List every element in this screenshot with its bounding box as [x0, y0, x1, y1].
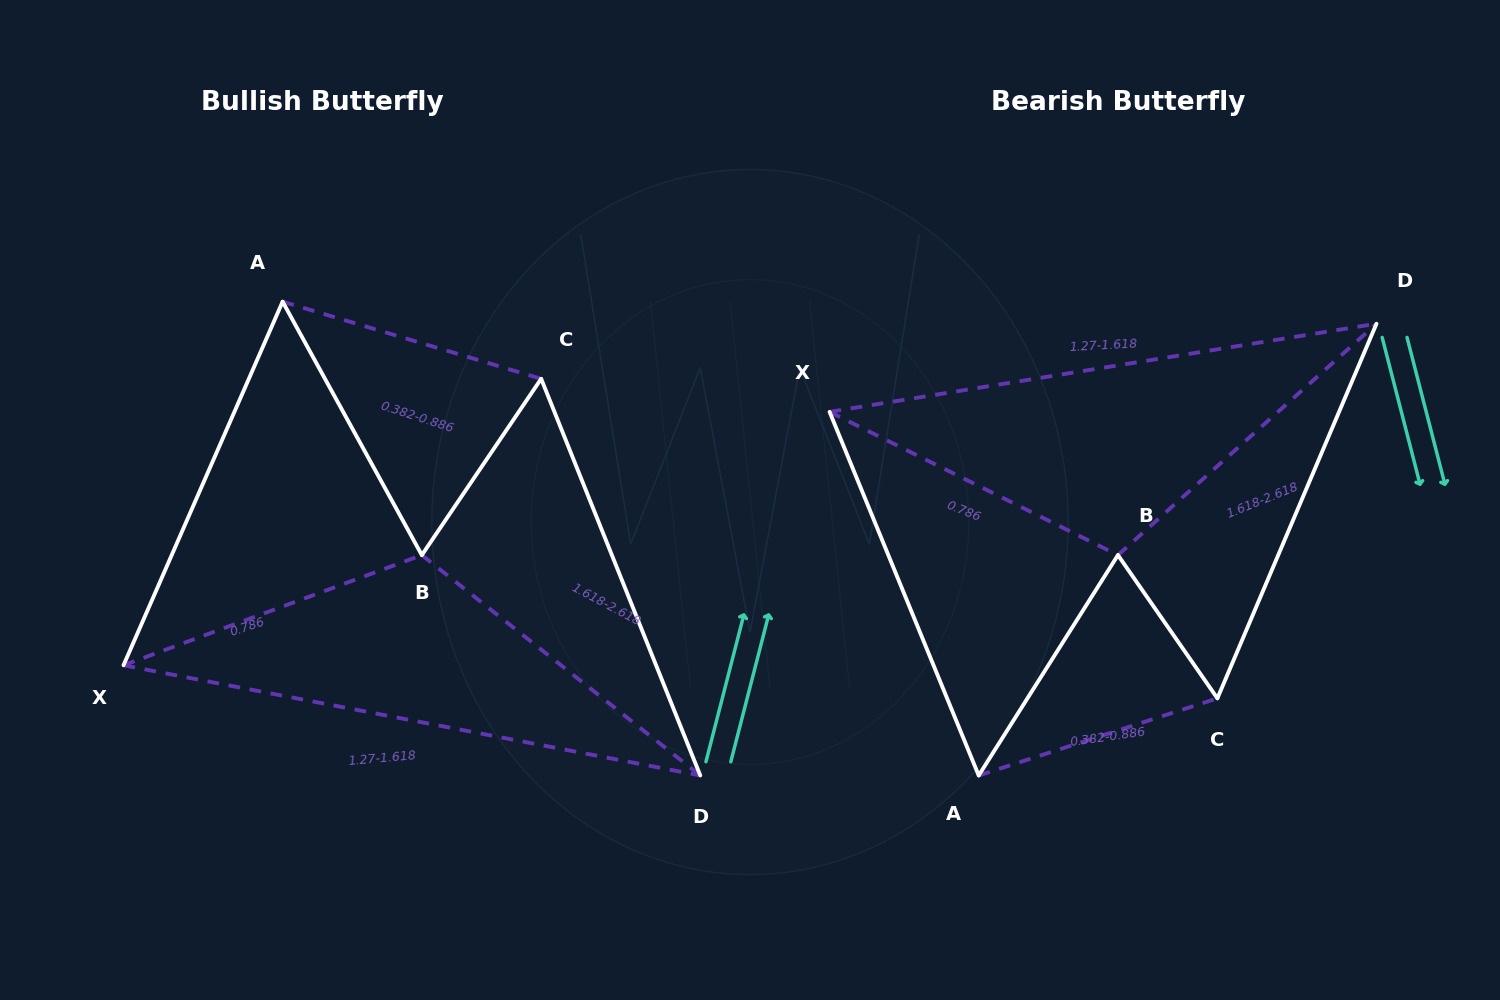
Text: B: B — [414, 584, 429, 603]
Text: 0.382-0.886: 0.382-0.886 — [378, 399, 454, 435]
Text: A: A — [251, 254, 266, 273]
Polygon shape — [432, 169, 1068, 875]
Text: 1.27-1.618: 1.27-1.618 — [1068, 337, 1137, 354]
Text: 1.618-2.618: 1.618-2.618 — [1224, 480, 1300, 520]
Text: B: B — [1138, 507, 1154, 526]
Text: D: D — [692, 808, 708, 827]
Text: Bearish Butterfly: Bearish Butterfly — [990, 90, 1245, 116]
Text: 1.618-2.618: 1.618-2.618 — [568, 581, 642, 628]
Text: Bullish Butterfly: Bullish Butterfly — [201, 90, 444, 116]
Text: D: D — [1396, 272, 1413, 291]
Text: X: X — [794, 364, 808, 383]
Text: 0.786: 0.786 — [945, 498, 982, 524]
Text: 0.786: 0.786 — [228, 615, 267, 638]
Text: C: C — [560, 331, 573, 350]
Text: A: A — [946, 805, 962, 824]
Text: C: C — [1210, 731, 1224, 750]
Text: 0.382-0.886: 0.382-0.886 — [1070, 725, 1148, 749]
Text: X: X — [92, 689, 106, 708]
Text: 1.27-1.618: 1.27-1.618 — [348, 749, 417, 768]
